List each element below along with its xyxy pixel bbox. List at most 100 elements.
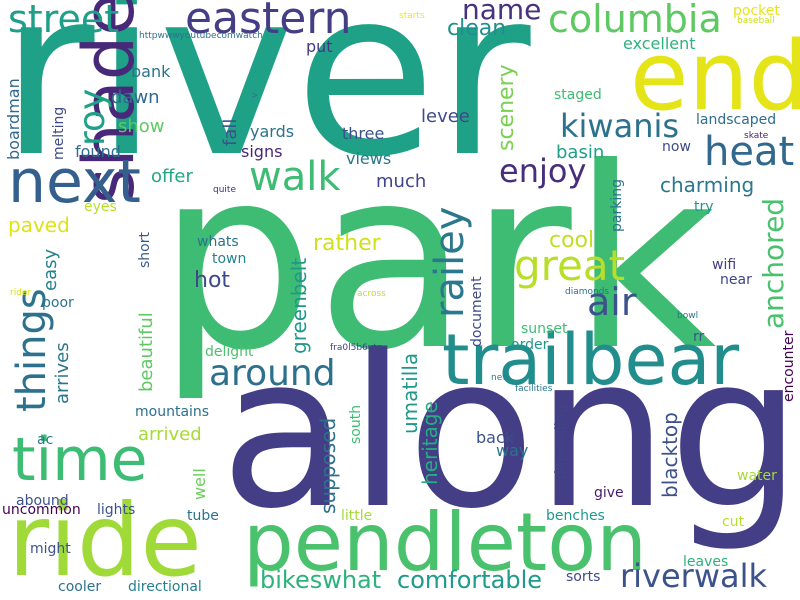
word-easy: easy (40, 248, 61, 291)
word-diamonds: diamonds (565, 287, 610, 297)
word-depending: depending (553, 404, 569, 479)
word-skate: skate (744, 131, 769, 141)
word-arrived: arrived (138, 424, 202, 445)
word-supposed: supposed (316, 417, 340, 514)
word-put: put (306, 37, 333, 56)
word-comfortable: comfortable (397, 566, 543, 594)
word-new: new (491, 373, 510, 383)
word-south: south (348, 404, 364, 444)
word-cool: cool (549, 228, 595, 253)
word-riverwalk: riverwalk (620, 557, 768, 595)
word-melting: melting (51, 106, 67, 160)
word-cooler: cooler (58, 579, 102, 595)
word-name: name (462, 0, 542, 26)
word-greenbelt: greenbelt (287, 257, 311, 354)
word-hot: hot (194, 268, 231, 293)
word-try: try (694, 199, 714, 215)
word-time: time (12, 425, 148, 495)
word-abound: abound (16, 493, 69, 509)
word-walk: walk (249, 154, 341, 200)
word-heat: heat (704, 129, 795, 175)
word-landscaped: landscaped (696, 112, 777, 128)
word-rather: rather (313, 231, 381, 256)
word-charming: charming (660, 173, 755, 197)
word-fra0l5b6ytg: fra0l5b6ytg (330, 343, 383, 353)
word-whats: whats (197, 234, 239, 250)
word-blacktop: blacktop (658, 412, 682, 498)
word-water: water (737, 468, 777, 484)
word-back: back (476, 428, 515, 447)
word-three: three (342, 124, 385, 143)
word-arrives: arrives (52, 342, 73, 404)
word-around: around (209, 353, 336, 394)
word-anchored: anchored (757, 197, 790, 329)
word-now: now (662, 139, 691, 155)
word-across: across (357, 289, 386, 299)
word-sorts: sorts (566, 569, 601, 585)
word-scenery: scenery (494, 64, 519, 151)
word-document: document (469, 276, 485, 347)
word-might: might (30, 541, 71, 557)
word-ride: ride (8, 482, 202, 599)
word-basin: basin (556, 142, 605, 163)
word-heritage: heritage (418, 401, 442, 485)
word-near: near (720, 272, 752, 288)
word-benches: benches (546, 508, 605, 524)
word-uncommon: uncommon (2, 502, 81, 518)
word-trailbear: trailbear (442, 319, 740, 401)
word-boardman: boardman (4, 78, 23, 160)
word-roy: roy (72, 88, 113, 146)
word-paved: paved (8, 213, 70, 237)
word-pendleton: pendleton (243, 496, 647, 589)
word-clean: clean (447, 16, 507, 41)
word-encounter: encounter (781, 330, 797, 402)
word-dawn: dawn (111, 87, 160, 108)
word-leaves: leaves (683, 554, 729, 570)
word-river: river (0, 0, 531, 208)
word-kiwanis: kiwanis (560, 107, 680, 145)
word-httpwwwyoutubecomwatch: httpwwwyoutubecomwatch (139, 31, 263, 41)
word-beautiful: beautiful (136, 312, 157, 392)
word-gt: > (251, 91, 259, 101)
word-town: town (212, 251, 247, 267)
word-staged: staged (554, 87, 602, 103)
word-mountains: mountains (135, 404, 210, 420)
word-great: great (514, 241, 626, 290)
word-short: short (137, 232, 153, 268)
word-bowl: bowl (677, 311, 699, 321)
word-eastern: eastern (185, 0, 352, 44)
word-wifi: wifi (712, 257, 737, 273)
word-baseball: baseball (737, 16, 775, 26)
word-facilities: facilities (515, 384, 553, 394)
word-end: end (630, 22, 800, 132)
word-umatilla: umatilla (398, 352, 422, 434)
word-way: way (496, 441, 529, 460)
word-yards: yards (250, 122, 295, 141)
word-bank: bank (131, 62, 171, 81)
word-found: found (75, 142, 121, 161)
word-well: well (190, 468, 209, 500)
word-show: show (118, 116, 165, 137)
word-ac: ac (37, 432, 54, 448)
word-parking: parking (609, 179, 625, 232)
word-much: much (376, 171, 427, 192)
word-excellent: excellent (623, 34, 696, 53)
word-fall: fall (220, 118, 241, 146)
word-signs: signs (241, 142, 283, 161)
word-park: park (157, 114, 717, 405)
word-bikeswhat: bikeswhat (260, 566, 382, 594)
word-levee: levee (421, 106, 470, 127)
word-tube: tube (187, 508, 219, 524)
word-delight: delight (205, 344, 254, 360)
word-give: give (594, 485, 624, 501)
word-views: views (346, 149, 392, 168)
word-along: along (220, 310, 800, 555)
word-rr: rr (693, 329, 705, 345)
word-little: little (341, 508, 373, 524)
word-next: next (8, 147, 141, 217)
word-enjoy: enjoy (499, 152, 587, 190)
word-sunset: sunset (521, 321, 568, 337)
word-poor: poor (42, 295, 74, 311)
word-pocket: pocket (733, 3, 780, 19)
